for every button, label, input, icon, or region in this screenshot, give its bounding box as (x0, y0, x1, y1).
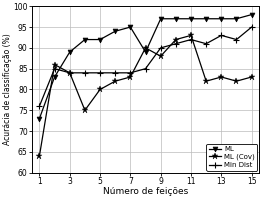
Line: ML: ML (37, 12, 254, 121)
ML (Cov) (250, 76, 253, 78)
ML (99, 38, 102, 41)
ML (235, 18, 238, 20)
ML (220, 18, 223, 20)
Line: Min Dist: Min Dist (37, 24, 254, 109)
ML (Cov) (144, 47, 147, 49)
Min Dist (174, 43, 177, 45)
Min Dist (68, 72, 71, 74)
ML (Cov) (83, 109, 86, 111)
Y-axis label: Acurácia de classificação (%): Acurácia de classificação (%) (3, 34, 12, 145)
Min Dist (144, 67, 147, 70)
ML (Cov) (114, 80, 117, 82)
ML (189, 18, 193, 20)
ML (Cov) (129, 76, 132, 78)
Legend: ML, ML (Cov), Min Dist: ML, ML (Cov), Min Dist (206, 144, 257, 171)
ML (Cov) (189, 34, 193, 37)
Min Dist (38, 105, 41, 107)
ML (Cov) (99, 88, 102, 91)
Min Dist (99, 72, 102, 74)
ML (Cov) (53, 63, 56, 66)
ML (Cov) (159, 55, 162, 57)
ML (129, 26, 132, 28)
ML (205, 18, 208, 20)
ML (174, 18, 177, 20)
ML (Cov) (205, 80, 208, 82)
ML (38, 117, 41, 120)
ML (Cov) (38, 155, 41, 157)
Line: ML (Cov): ML (Cov) (36, 32, 255, 159)
ML (114, 30, 117, 32)
Min Dist (114, 72, 117, 74)
X-axis label: Número de feições: Número de feições (103, 187, 188, 196)
Min Dist (129, 72, 132, 74)
Min Dist (159, 47, 162, 49)
ML (Cov) (174, 38, 177, 41)
Min Dist (250, 26, 253, 28)
ML (Cov) (220, 76, 223, 78)
Min Dist (53, 67, 56, 70)
ML (Cov) (68, 72, 71, 74)
Min Dist (205, 43, 208, 45)
Min Dist (220, 34, 223, 37)
ML (83, 38, 86, 41)
ML (250, 13, 253, 16)
ML (68, 51, 71, 53)
Min Dist (83, 72, 86, 74)
ML (Cov) (235, 80, 238, 82)
ML (159, 18, 162, 20)
Min Dist (189, 38, 193, 41)
ML (53, 76, 56, 78)
Min Dist (235, 38, 238, 41)
ML (144, 51, 147, 53)
